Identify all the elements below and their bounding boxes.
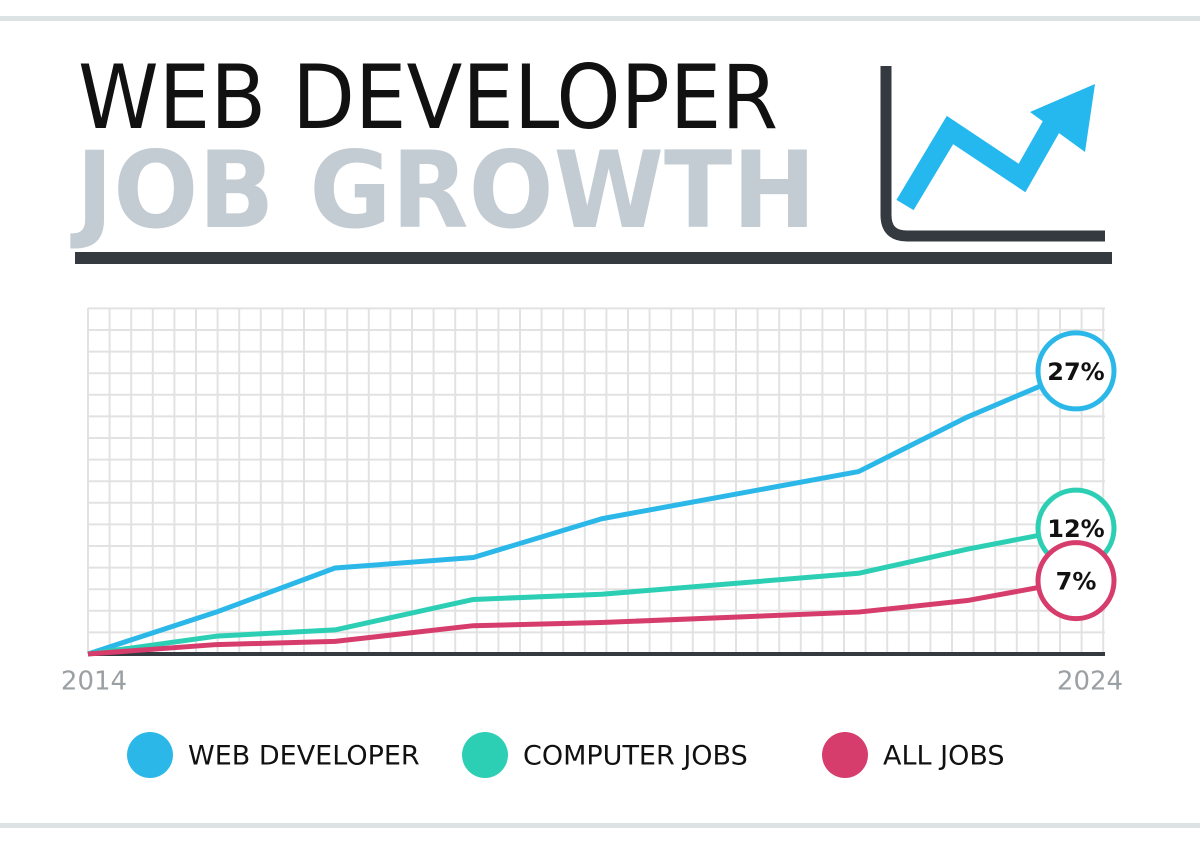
icon-axes [880, 66, 1105, 242]
title-rule [75, 252, 1112, 264]
legend-label: ALL JOBS [883, 741, 1005, 772]
series-line [87, 525, 1077, 657]
value-label: 27% [1047, 358, 1104, 386]
icon-trend [896, 115, 1064, 211]
legend-label: COMPUTER JOBS [523, 741, 748, 772]
x-tick-label: 2024 [1057, 667, 1123, 697]
chart-subtitle: JOB GROWTH [70, 129, 816, 252]
value-circle [1035, 330, 1117, 412]
legend-swatch [822, 732, 868, 778]
value-circle [1035, 540, 1117, 622]
legend-swatch [462, 732, 508, 778]
frame-top [0, 16, 1200, 21]
series-line [87, 578, 1077, 657]
icon-arrowhead [1030, 84, 1095, 152]
legend: WEB DEVELOPER COMPUTER JOBS ALL JOBS [127, 732, 1005, 778]
x-tick-label: 2014 [61, 667, 127, 697]
value-label: 7% [1056, 568, 1097, 596]
value-label: 12% [1047, 515, 1104, 543]
plot: 2014 2024 27% 12% 7% [61, 330, 1123, 697]
frame-bottom [0, 823, 1200, 828]
legend-label: WEB DEVELOPER [188, 741, 420, 772]
series-line [87, 368, 1077, 657]
legend-swatch [127, 732, 173, 778]
chart-title: WEB DEVELOPER [78, 46, 778, 149]
